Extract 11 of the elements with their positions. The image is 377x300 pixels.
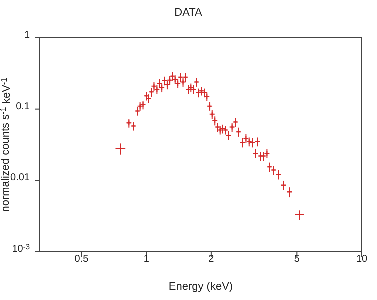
x-tick-label: 2 bbox=[208, 254, 215, 265]
y-tick-label: 0.01 bbox=[10, 172, 30, 184]
x-tick-label: 0.5 bbox=[74, 254, 90, 265]
y-tick-label: 10$^{-3}$ bbox=[12, 242, 30, 255]
y-tick-label: 1 bbox=[24, 30, 30, 41]
x-tick-label: 5 bbox=[294, 254, 300, 265]
x-tick-label: 1 bbox=[144, 254, 150, 265]
y-tick-label: 0.1 bbox=[16, 101, 30, 112]
x-axis-title: Energy (keV) bbox=[168, 281, 234, 293]
chart-title: DATA bbox=[174, 7, 204, 19]
x-tick-label: 10 bbox=[356, 254, 368, 265]
